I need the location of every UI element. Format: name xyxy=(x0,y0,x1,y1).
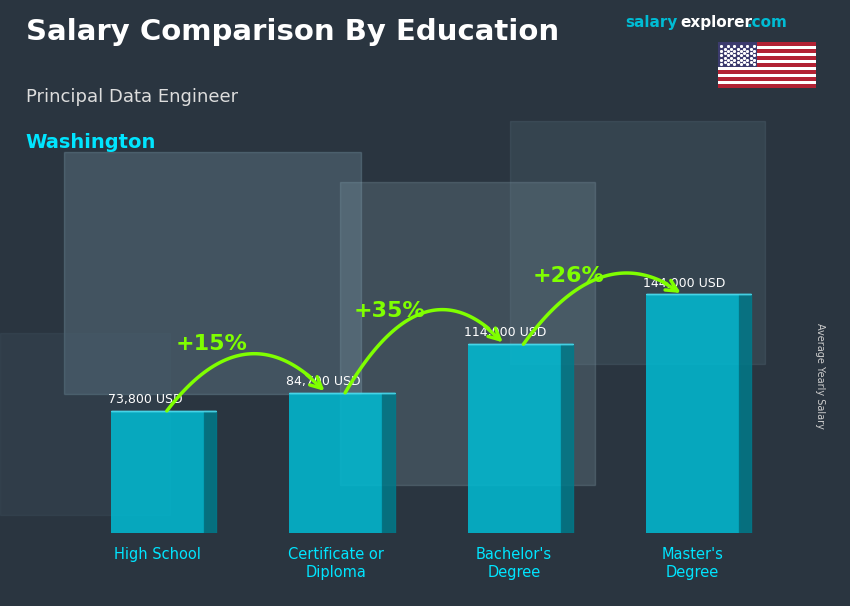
Bar xyxy=(718,84,816,88)
Text: 114,000 USD: 114,000 USD xyxy=(464,327,547,339)
Bar xyxy=(718,56,816,60)
Bar xyxy=(718,60,816,64)
Bar xyxy=(718,70,816,74)
Bar xyxy=(290,393,382,533)
Text: 73,800 USD: 73,800 USD xyxy=(108,393,182,406)
Bar xyxy=(718,74,816,78)
Text: 144,000 USD: 144,000 USD xyxy=(643,277,725,290)
Polygon shape xyxy=(382,393,394,533)
Bar xyxy=(0,333,170,515)
Text: explorer: explorer xyxy=(680,15,752,30)
Polygon shape xyxy=(560,344,573,533)
Text: salary: salary xyxy=(625,15,677,30)
Polygon shape xyxy=(739,295,751,533)
Bar xyxy=(718,42,816,46)
Text: 84,700 USD: 84,700 USD xyxy=(286,375,360,388)
Bar xyxy=(718,67,816,70)
Bar xyxy=(111,411,204,533)
Polygon shape xyxy=(204,411,217,533)
Text: Washington: Washington xyxy=(26,133,156,152)
Bar xyxy=(718,42,757,67)
Bar xyxy=(468,344,560,533)
Text: Average Yearly Salary: Average Yearly Salary xyxy=(815,323,825,428)
Bar xyxy=(510,121,765,364)
Bar xyxy=(340,182,595,485)
Text: Principal Data Engineer: Principal Data Engineer xyxy=(26,88,238,106)
Text: +35%: +35% xyxy=(354,301,426,321)
Bar xyxy=(718,64,816,67)
Text: +26%: +26% xyxy=(532,266,604,286)
Bar xyxy=(64,152,361,394)
Bar xyxy=(718,81,816,84)
Bar xyxy=(718,78,816,81)
Bar xyxy=(718,53,816,56)
Text: +15%: +15% xyxy=(176,334,247,354)
Bar xyxy=(718,50,816,53)
Bar xyxy=(718,46,816,50)
Text: Salary Comparison By Education: Salary Comparison By Education xyxy=(26,18,558,46)
Bar xyxy=(646,295,739,533)
Text: .com: .com xyxy=(746,15,787,30)
